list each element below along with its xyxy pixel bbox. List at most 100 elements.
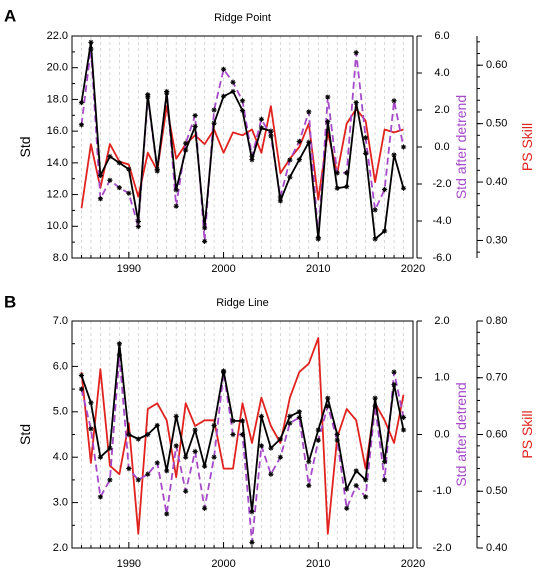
std-marker bbox=[154, 166, 160, 172]
std-detrend-marker bbox=[353, 50, 359, 56]
std-marker bbox=[363, 477, 369, 483]
y2-tick-label: 4.0 bbox=[434, 67, 449, 79]
std-detrend-marker bbox=[400, 144, 407, 150]
std-marker bbox=[239, 418, 246, 424]
std-marker bbox=[107, 445, 113, 451]
std-detrend-marker bbox=[126, 190, 132, 196]
std-marker bbox=[277, 198, 283, 204]
std-marker bbox=[230, 88, 236, 95]
std-detrend-marker bbox=[391, 369, 397, 375]
std-marker bbox=[154, 422, 160, 429]
y2-tick-label: -4.0 bbox=[433, 215, 452, 227]
std-detrend-marker bbox=[381, 477, 388, 483]
y-tick-label: 4.0 bbox=[53, 451, 68, 463]
std-marker bbox=[400, 185, 407, 191]
y3-axis-title: PS Skill bbox=[519, 410, 535, 458]
y2-tick-label: 6.0 bbox=[434, 30, 449, 42]
std-marker bbox=[344, 184, 350, 190]
std-detrend-marker bbox=[173, 443, 179, 449]
std-detrend-marker bbox=[107, 477, 113, 483]
std-detrend-marker bbox=[249, 539, 255, 545]
std-detrend-marker bbox=[202, 505, 208, 511]
std-marker bbox=[202, 463, 208, 469]
std-detrend-marker bbox=[211, 107, 217, 113]
y3-axis-title: PS Skill bbox=[519, 123, 535, 171]
std-marker bbox=[277, 436, 283, 442]
std-detrend-marker bbox=[211, 454, 217, 460]
std-marker bbox=[334, 431, 340, 438]
std-marker bbox=[135, 436, 141, 442]
std-detrend-marker bbox=[287, 420, 293, 426]
std-marker bbox=[306, 139, 312, 145]
std-marker bbox=[296, 409, 302, 415]
y3-tick-label: 0.30 bbox=[486, 234, 507, 246]
std-detrend-marker bbox=[230, 79, 236, 85]
std-detrend-marker bbox=[116, 352, 122, 358]
std-marker bbox=[183, 147, 189, 153]
panel-title: Ridge Line bbox=[216, 297, 269, 309]
std-marker bbox=[78, 100, 85, 106]
std-marker bbox=[230, 418, 236, 424]
std-detrend-marker bbox=[381, 186, 388, 193]
std-detrend-marker bbox=[363, 494, 369, 500]
std-marker bbox=[183, 454, 189, 460]
std-marker bbox=[239, 107, 246, 114]
std-marker bbox=[315, 236, 321, 242]
y3-tick-label: 0.40 bbox=[486, 176, 507, 188]
std-detrend-marker bbox=[344, 505, 350, 511]
y2-tick-label: 1.0 bbox=[434, 372, 449, 384]
std-detrend-marker bbox=[183, 140, 189, 146]
std-marker bbox=[173, 413, 179, 419]
panel-A: A Ridge Point 1990 2000 2010 2020 8.0 10.0 12.0 1… bbox=[4, 6, 535, 275]
y-tick-label: 2.0 bbox=[53, 542, 68, 554]
std-marker bbox=[306, 459, 312, 465]
y2-axis-title: Std after detrend bbox=[453, 382, 469, 486]
x-tick-label: 2000 bbox=[211, 558, 235, 570]
y2-tick-label: -1.0 bbox=[433, 485, 452, 497]
std-marker bbox=[97, 454, 104, 460]
std-detrend-marker bbox=[97, 196, 104, 202]
std-detrend-marker bbox=[78, 122, 85, 128]
std-marker bbox=[353, 468, 359, 474]
y2-tick-label: 2.0 bbox=[434, 104, 449, 116]
std-detrend-marker bbox=[325, 403, 331, 409]
std-marker bbox=[353, 100, 359, 106]
std-marker bbox=[344, 486, 350, 492]
std-detrend-marker bbox=[78, 386, 85, 392]
std-marker bbox=[211, 120, 217, 126]
std-detrend-marker bbox=[239, 431, 246, 438]
std-marker bbox=[258, 413, 265, 419]
std-marker bbox=[381, 459, 388, 465]
std-detrend-marker bbox=[344, 170, 350, 176]
x-tick-label: 2000 bbox=[211, 263, 235, 275]
std-detrend-marker bbox=[154, 460, 160, 466]
y-tick-label: 3.0 bbox=[53, 497, 68, 509]
std-detrend-marker bbox=[258, 443, 265, 449]
std-marker bbox=[381, 228, 388, 234]
x-tick-label: 2020 bbox=[401, 263, 425, 275]
y3-tick-label: 0.40 bbox=[486, 542, 507, 554]
std-marker bbox=[372, 395, 378, 401]
y-tick-label: 7.0 bbox=[53, 315, 68, 327]
std-detrend-marker bbox=[334, 437, 340, 443]
y2-tick-label: 0.0 bbox=[434, 428, 449, 440]
std-detrend-marker bbox=[296, 414, 302, 421]
std-detrend-marker bbox=[391, 98, 397, 104]
std-marker bbox=[211, 422, 217, 429]
std-marker bbox=[249, 509, 255, 515]
y-tick-label: 14.0 bbox=[47, 157, 68, 169]
y-tick-label: 5.0 bbox=[53, 406, 68, 418]
std-detrend-marker bbox=[306, 482, 312, 489]
std-marker bbox=[78, 372, 85, 379]
std-marker bbox=[334, 185, 340, 191]
std-detrend-marker bbox=[116, 185, 122, 191]
std-detrend-marker bbox=[135, 223, 141, 230]
std-marker bbox=[400, 427, 407, 433]
std-marker bbox=[296, 157, 302, 163]
std-marker bbox=[220, 368, 227, 374]
std-marker bbox=[268, 128, 274, 134]
std-marker bbox=[268, 445, 274, 451]
y-tick-label: 16.0 bbox=[47, 125, 68, 137]
panel-label: B bbox=[4, 292, 16, 311]
